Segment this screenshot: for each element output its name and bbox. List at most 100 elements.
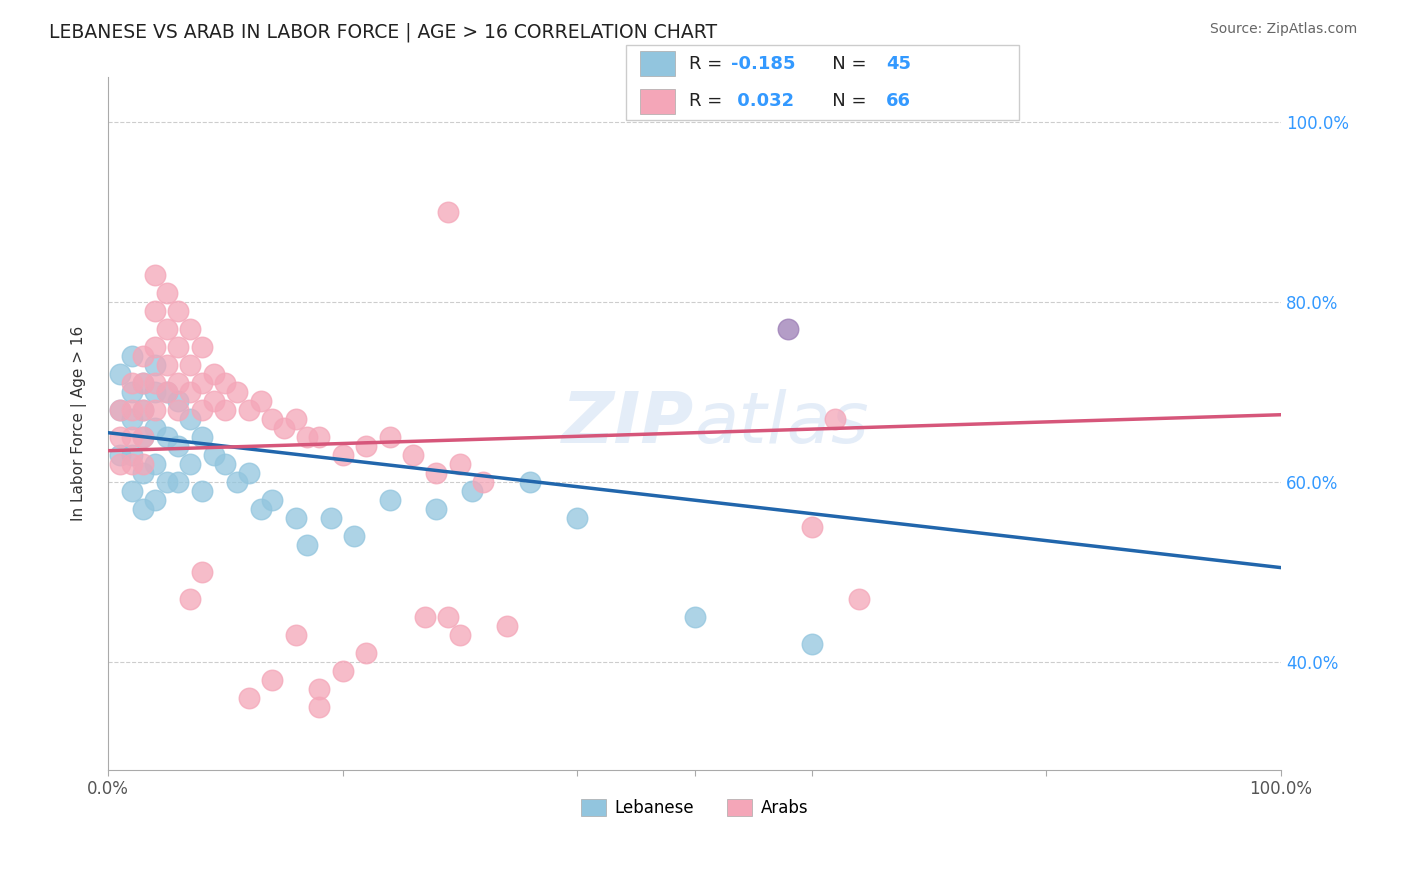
Point (308, 681, 330, 696)
Point (202, 394, 225, 409)
Point (308, 430, 330, 444)
Legend: Lebanese, Arabs: Lebanese, Arabs (574, 792, 815, 824)
Point (167, 475, 190, 490)
Point (249, 502, 271, 516)
Point (472, 475, 495, 490)
Point (132, 376, 155, 391)
Text: Source: ZipAtlas.com: Source: ZipAtlas.com (1209, 22, 1357, 37)
Point (132, 403, 155, 417)
Point (167, 376, 190, 391)
Point (800, 637, 823, 651)
Point (132, 466, 155, 480)
Point (132, 430, 155, 444)
Point (156, 385, 179, 400)
Point (425, 502, 447, 516)
Point (121, 376, 143, 391)
Point (191, 403, 214, 417)
Text: N =: N = (815, 93, 873, 111)
Point (238, 691, 260, 706)
Point (132, 457, 155, 471)
Point (156, 385, 179, 400)
Point (179, 592, 201, 607)
Text: 66: 66 (886, 93, 911, 111)
Point (425, 466, 447, 480)
Point (179, 322, 201, 336)
Point (143, 385, 166, 400)
Point (238, 403, 260, 417)
Point (121, 430, 143, 444)
Point (284, 628, 307, 642)
Point (567, 511, 589, 525)
Text: atlas: atlas (695, 389, 869, 458)
Point (179, 412, 201, 426)
Point (108, 430, 131, 444)
Point (262, 673, 284, 687)
Point (108, 403, 131, 417)
Text: 45: 45 (886, 54, 911, 72)
Point (848, 592, 870, 607)
Point (143, 457, 166, 471)
Point (121, 484, 143, 499)
Point (143, 403, 166, 417)
Point (238, 466, 260, 480)
Point (143, 358, 166, 372)
Point (121, 403, 143, 417)
Point (824, 412, 846, 426)
Point (354, 646, 377, 660)
Point (179, 358, 201, 372)
Point (202, 368, 225, 382)
Point (156, 286, 179, 301)
Text: ZIP: ZIP (562, 389, 695, 458)
Point (143, 304, 166, 318)
Point (121, 457, 143, 471)
Point (332, 664, 354, 678)
Point (156, 430, 179, 444)
Point (121, 385, 143, 400)
Point (108, 403, 131, 417)
Point (800, 520, 823, 534)
Point (214, 457, 236, 471)
Point (437, 610, 460, 624)
Point (378, 430, 401, 444)
Point (156, 358, 179, 372)
Point (108, 457, 131, 471)
Point (343, 529, 366, 543)
Point (284, 412, 307, 426)
Point (460, 484, 482, 499)
Point (191, 376, 214, 391)
Point (108, 448, 131, 462)
Point (179, 457, 201, 471)
Point (332, 448, 354, 462)
Point (132, 430, 155, 444)
Point (179, 385, 201, 400)
Point (297, 430, 319, 444)
Point (191, 565, 214, 579)
Point (495, 619, 517, 633)
Point (143, 268, 166, 283)
Text: R =: R = (689, 54, 728, 72)
Point (413, 610, 436, 624)
Point (226, 475, 249, 490)
Point (354, 439, 377, 453)
Point (202, 448, 225, 462)
Point (143, 493, 166, 508)
Point (132, 502, 155, 516)
Point (297, 538, 319, 552)
Text: LEBANESE VS ARAB IN LABOR FORCE | AGE > 16 CORRELATION CHART: LEBANESE VS ARAB IN LABOR FORCE | AGE > … (49, 22, 717, 42)
Text: R =: R = (689, 93, 728, 111)
Point (191, 430, 214, 444)
Text: -0.185: -0.185 (731, 54, 796, 72)
Point (319, 511, 342, 525)
Point (378, 493, 401, 508)
Point (284, 511, 307, 525)
Point (402, 448, 425, 462)
Text: 0.032: 0.032 (731, 93, 794, 111)
Point (262, 412, 284, 426)
Point (226, 385, 249, 400)
Point (143, 421, 166, 435)
Point (683, 610, 706, 624)
Point (156, 322, 179, 336)
Text: N =: N = (815, 54, 873, 72)
Point (778, 322, 800, 336)
Point (132, 349, 155, 363)
